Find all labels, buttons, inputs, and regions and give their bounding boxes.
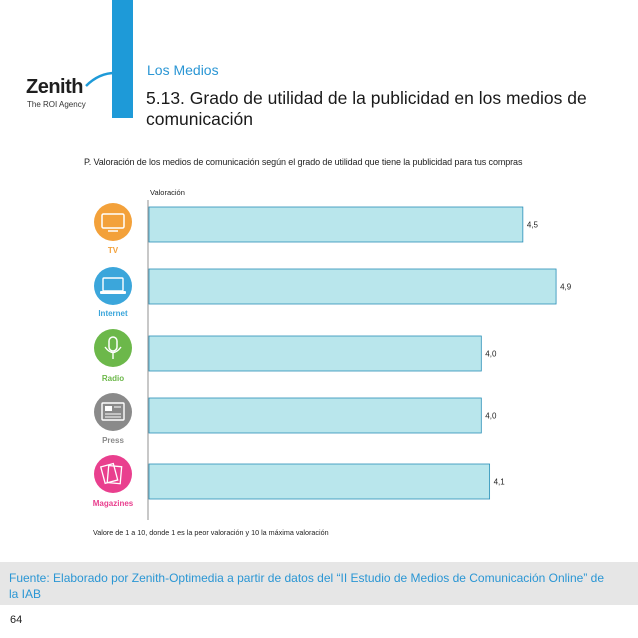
value-label-tv: 4,5 xyxy=(527,221,539,230)
accent-bar xyxy=(112,0,133,118)
icon-label-press: Press xyxy=(102,436,124,445)
value-label-magazines: 4,1 xyxy=(494,478,506,487)
value-label-radio: 4,0 xyxy=(485,350,497,359)
bars-group: 4,5 4,9 4,0 4,0 4,1 xyxy=(148,206,572,500)
icon-label-tv: TV xyxy=(107,246,119,255)
logo-wordmark: Zenith xyxy=(26,76,84,98)
survey-question: P. Valoración de los medios de comunicac… xyxy=(84,157,523,167)
zenith-logo: Zenith The ROI Agency xyxy=(26,71,119,116)
icon-label-radio: Radio xyxy=(101,374,125,383)
bar-press xyxy=(148,397,482,434)
newspaper-icon xyxy=(94,393,132,431)
laptop-icon xyxy=(94,267,132,305)
bar-magazines xyxy=(148,463,491,500)
page-title: 5.13. Grado de utilidad de la publicidad… xyxy=(146,88,587,129)
axis-label: Valoración xyxy=(150,188,185,197)
microphone-icon xyxy=(94,329,132,367)
logo-swoosh-icon xyxy=(85,71,119,87)
bar-internet xyxy=(148,268,557,305)
section-label: Los Medios xyxy=(147,62,219,78)
value-label-internet: 4,9 xyxy=(560,283,572,292)
icons-group xyxy=(94,203,132,493)
bar-radio xyxy=(148,335,482,372)
value-label-press: 4,0 xyxy=(485,412,497,421)
bar-tv xyxy=(148,206,524,243)
tv-icon xyxy=(94,203,132,241)
icon-label-internet: Internet xyxy=(98,309,128,318)
logo-tagline: The ROI Agency xyxy=(27,100,86,109)
icon-label-magazines: Magazines xyxy=(92,499,134,508)
magazines-icon xyxy=(94,455,132,493)
source-text: Fuente: Elaborado por Zenith-Optimedia a… xyxy=(9,571,604,601)
scale-note: Valore de 1 a 10, donde 1 es la peor val… xyxy=(93,528,329,537)
page-number: 64 xyxy=(10,614,23,626)
footer-band: Fuente: Elaborado por Zenith-Optimedia a… xyxy=(0,562,638,605)
